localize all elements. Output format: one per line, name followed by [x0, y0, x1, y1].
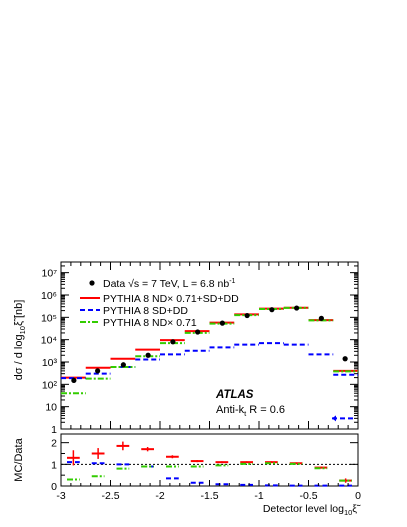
- legend: Data √s = 7 TeV, L = 6.8 nb-1 PYTHIA 8 N…: [80, 278, 239, 329]
- ratio-y-tick-label: 2: [51, 438, 57, 450]
- data-point: [71, 377, 77, 383]
- x-tick-label: -1.5: [200, 490, 218, 502]
- data-point: [195, 329, 201, 335]
- x-tick-label: -0.5: [299, 490, 317, 502]
- data-point: [318, 315, 324, 321]
- x-tick-label: -3: [56, 490, 65, 502]
- top-y-tick-label: 10³: [42, 357, 58, 369]
- top-y-axis-title: dσ / d log10ξ̃ [nb]: [13, 300, 27, 381]
- top-y-tick-label: 10²: [42, 379, 58, 391]
- legend-data-marker: [89, 280, 95, 286]
- legend-data-label: Data √s = 7 TeV, L = 6.8 nb-1: [103, 278, 236, 290]
- data-point: [120, 362, 126, 368]
- data-point: [244, 312, 250, 319]
- data-point: [170, 339, 176, 345]
- x-axis-title: Detector level log10ξ̃: [263, 503, 361, 517]
- data-point: [269, 307, 275, 313]
- top-y-tick-label: 1: [51, 424, 57, 436]
- x-tick-label: -1: [254, 490, 263, 502]
- jet-algorithm-label: Anti-kt R = 0.6: [216, 404, 285, 418]
- series-1-arrow: [332, 415, 336, 422]
- top-y-ticks: 1 10 10² 10³ 10⁴ 10⁵ 10⁶ 10⁷: [41, 261, 358, 436]
- top-y-tick-label: 10: [45, 402, 57, 414]
- legend-blue-label: PYTHIA 8 SD+DD: [103, 305, 188, 317]
- data-point: [95, 368, 101, 374]
- ratio-y-tick-label: 1: [51, 459, 57, 471]
- x-ticks: -3 -2.5 -2 -1.5 -1 -0.5 0: [56, 262, 361, 502]
- data-point: [145, 352, 151, 358]
- top-y-tick-label: 10⁵: [41, 312, 57, 324]
- ratio-y-tick-label: 0: [51, 481, 57, 493]
- x-tick-label: 0: [355, 490, 361, 502]
- ratio-y-ticks: 0 1 2: [51, 438, 358, 493]
- legend-red-label: PYTHIA 8 ND× 0.71+SD+DD: [103, 293, 239, 305]
- x-tick-label: -2: [155, 490, 164, 502]
- data-point: [342, 356, 348, 362]
- x-tick-label: -2.5: [101, 490, 119, 502]
- data-point: [294, 305, 300, 311]
- top-y-tick-label: 10⁴: [41, 335, 57, 347]
- ratio-plot-frame: [60, 433, 359, 487]
- legend-green-label: PYTHIA 8 ND× 0.71: [103, 317, 197, 329]
- top-data-points: [71, 305, 348, 383]
- ratio-y-axis-title: MC/Data: [13, 437, 25, 481]
- top-y-tick-label: 10⁷: [42, 268, 58, 280]
- ratio-series: [67, 441, 352, 487]
- data-point: [219, 320, 225, 326]
- atlas-label: ATLAS: [215, 389, 254, 401]
- top-y-tick-label: 10⁶: [41, 290, 57, 302]
